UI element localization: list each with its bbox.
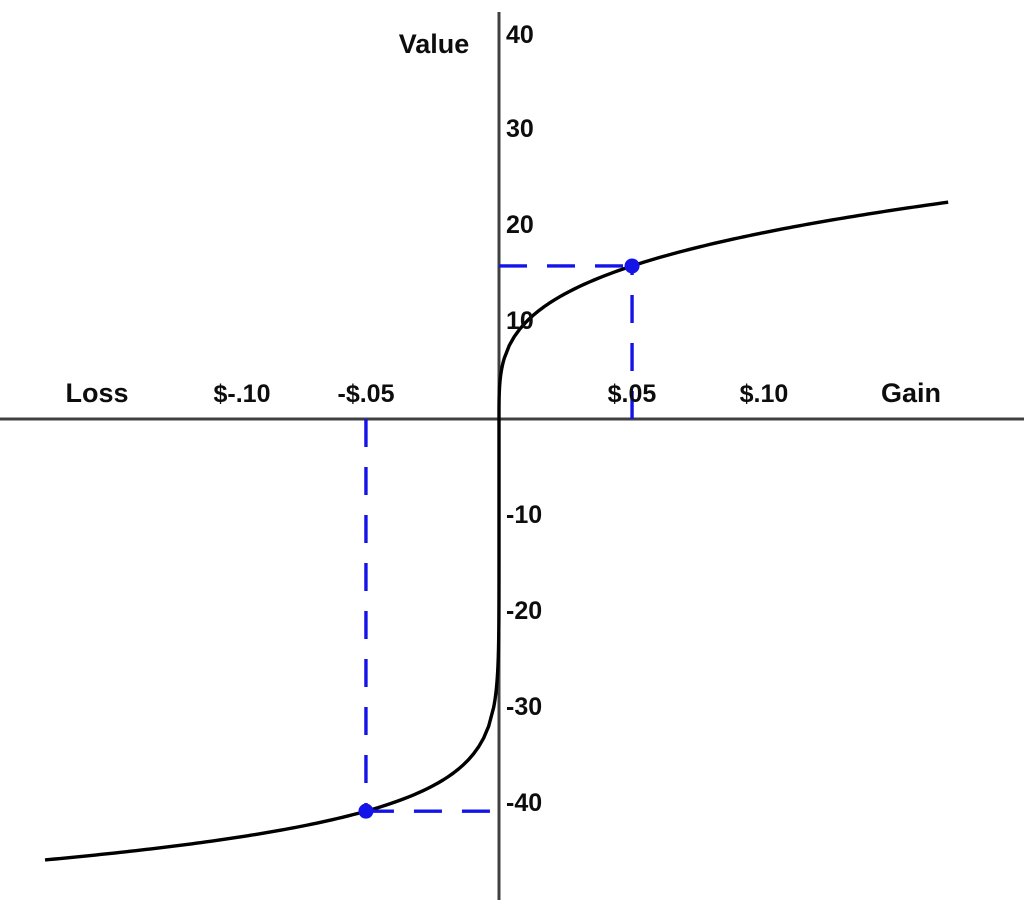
svg-text:-40: -40 xyxy=(506,789,542,817)
svg-text:-$.05: -$.05 xyxy=(338,380,395,408)
svg-text:-20: -20 xyxy=(506,597,542,625)
svg-text:30: 30 xyxy=(506,115,534,143)
svg-text:Gain: Gain xyxy=(881,378,941,408)
svg-text:10: 10 xyxy=(506,307,534,335)
svg-text:$.10: $.10 xyxy=(740,380,789,408)
svg-text:20: 20 xyxy=(506,211,534,239)
svg-text:$-.10: $-.10 xyxy=(214,380,271,408)
svg-text:Loss: Loss xyxy=(65,378,128,408)
svg-text:-30: -30 xyxy=(506,693,542,721)
svg-text:40: 40 xyxy=(506,21,534,49)
svg-text:Value: Value xyxy=(399,29,470,59)
svg-text:-10: -10 xyxy=(506,501,542,529)
svg-text:$.05: $.05 xyxy=(608,380,657,408)
